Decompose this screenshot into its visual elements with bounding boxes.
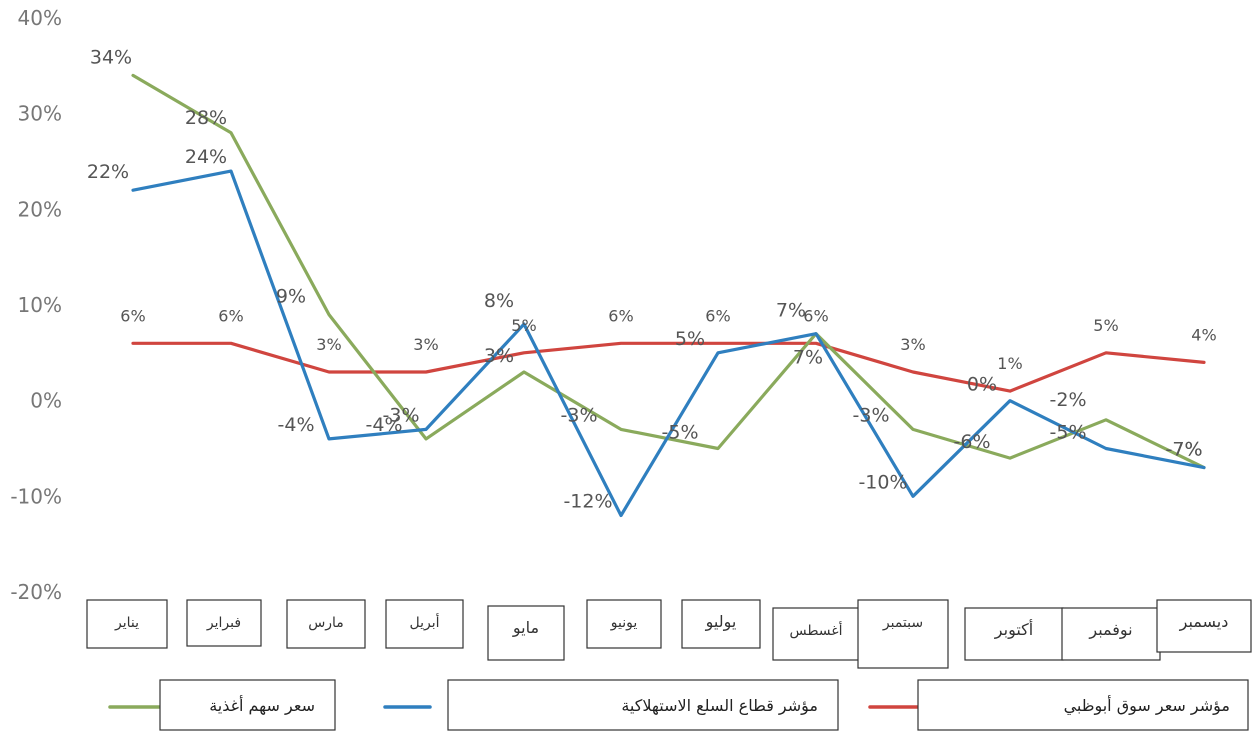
x-category-box [487,605,565,661]
data-label-aghthia: 3% [484,345,514,367]
x-category-label: نوفمبر [1088,620,1132,640]
data-label-consumer-goods: -5% [1050,422,1087,444]
data-label-aghthia: 7% [793,347,823,369]
x-category-box [186,599,262,647]
y-tick-label: 10% [18,293,62,317]
data-label-adx: 6% [120,306,145,325]
data-label-consumer-goods: -3% [383,404,420,426]
series-line-adx [131,341,1206,393]
legend-aghthia-box [159,679,336,731]
data-label-adx: 6% [705,306,730,325]
x-category-label: ديسمبر [1179,612,1229,632]
data-label-consumer-goods: 5% [675,328,705,350]
x-category-label: سبتمبر [882,615,923,631]
y-tick-label: 20% [18,197,62,221]
data-label-adx: 3% [413,335,438,354]
data-label-aghthia: 9% [276,286,306,308]
x-category-label: فبراير [206,615,241,631]
x-category-box [586,599,662,649]
x-category-box [772,607,860,661]
series-line-consumer-goods [131,169,1206,518]
data-label-adx: 6% [803,306,828,325]
data-label-aghthia: -4% [366,414,403,436]
data-label-adx: 1% [997,354,1022,373]
y-tick-label: 0% [30,389,62,413]
x-category-box [286,599,366,649]
x-category-label: مارس [308,615,344,631]
data-label-adx: 5% [511,316,536,335]
data-label-consumer-goods: 24% [185,146,227,168]
data-label-adx: 6% [218,306,243,325]
x-category-label: أكتوبر [994,619,1033,640]
y-tick-label: 30% [18,102,62,126]
x-category-box [86,599,168,649]
data-label-aghthia: -2% [1050,389,1087,411]
data-label-consumer-goods: 0% [967,374,997,396]
x-category-box [681,599,761,649]
data-label-aghthia: 28% [185,107,227,129]
data-label-aghthia: -5% [662,422,699,444]
data-label-adx: 3% [900,335,925,354]
data-label-consumer-goods: -7% [1166,439,1203,461]
data-label-adx: 3% [316,335,341,354]
data-label-consumer-goods: 8% [484,290,514,312]
x-category-label: يونيو [610,615,638,631]
x-category-label: أغسطس [789,621,842,639]
y-tick-label: -20% [10,580,62,604]
x-category-label: مايو [512,618,539,638]
data-label-consumer-goods: 22% [87,161,129,183]
x-category-box [1156,599,1252,653]
data-label-adx: 4% [1191,325,1216,344]
data-label-aghthia: -3% [853,404,890,426]
legend-aghthia-label: سعر سهم أغذية [209,695,315,716]
x-category-box [385,599,464,649]
data-label-aghthia: -6% [954,431,991,453]
y-tick-label: 40% [18,6,62,30]
data-label-aghthia: 34% [90,46,132,68]
data-label-aghthia: -3% [561,404,598,426]
x-category-label: أبريل [409,613,439,631]
x-category-label: يوليو [705,612,737,632]
y-tick-label: -10% [10,484,62,508]
data-label-adx: 6% [608,306,633,325]
legend-consumer-goods-box [447,679,839,731]
series-line-aghthia [131,73,1206,470]
data-label-aghthia: -7% [1166,439,1203,461]
x-category-box [964,607,1064,661]
x-category-box [857,599,949,669]
data-label-consumer-goods: -4% [278,414,315,436]
x-category-label: يناير [114,615,139,631]
data-label-consumer-goods: -12% [563,490,612,512]
legend-adx-label: مؤشر سعر سوق أبوظبي [1064,695,1230,716]
legend-adx-box [917,679,1249,731]
data-label-adx: 5% [1093,316,1118,335]
data-label-consumer-goods: -10% [858,471,907,493]
legend-consumer-goods-label: مؤشر قطاع السلع الاستهلاكية [621,696,818,716]
data-label-consumer-goods: 7% [776,300,806,322]
